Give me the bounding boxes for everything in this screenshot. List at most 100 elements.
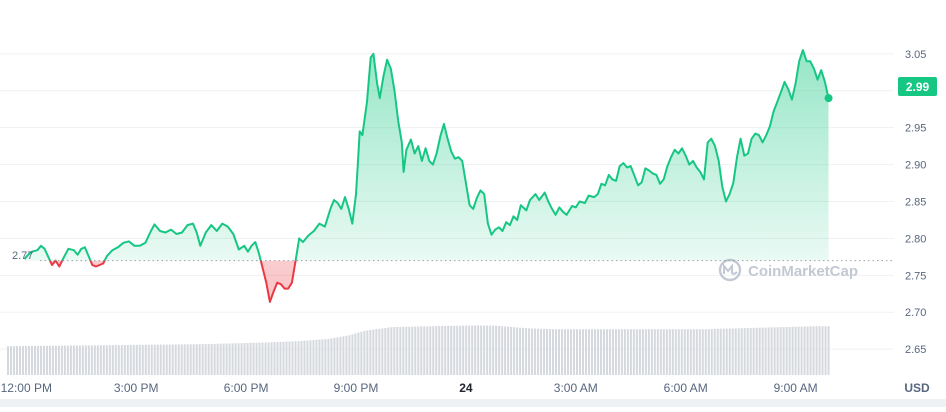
volume-bar <box>471 325 474 375</box>
volume-bar <box>441 326 444 375</box>
volume-bar <box>93 345 96 375</box>
volume-bar <box>357 332 360 375</box>
volume-bar <box>69 345 72 375</box>
volume-bar <box>279 341 282 375</box>
volume-bar <box>132 344 135 375</box>
volume-bar <box>764 327 767 375</box>
volume-bar <box>767 327 770 375</box>
volume-bar <box>803 326 806 375</box>
volume-bar <box>596 329 599 375</box>
volume-bar <box>378 328 381 375</box>
volume-bar <box>758 327 761 375</box>
volume-bar <box>18 346 21 375</box>
volume-bar <box>605 329 608 375</box>
volume-bar <box>309 340 312 375</box>
volume-bar <box>402 326 405 375</box>
volume-bar <box>791 326 794 375</box>
volume-bar <box>51 345 54 375</box>
volume-bar <box>207 344 210 375</box>
volume-bar <box>707 329 710 375</box>
volume-bar <box>318 339 321 375</box>
volume-bar <box>126 344 129 375</box>
volume-bar <box>525 328 528 375</box>
volume-bar <box>354 333 357 375</box>
volume-bar <box>228 343 231 375</box>
volume-bar <box>623 329 626 375</box>
x-tick-label: 3:00 PM <box>114 381 159 395</box>
volume-bar <box>60 345 63 375</box>
volume-bar <box>240 343 243 375</box>
volume-bar <box>567 329 570 375</box>
volume-bar <box>779 327 782 375</box>
volume-bar <box>204 344 207 375</box>
volume-bar <box>165 344 168 375</box>
volume-bar <box>99 345 102 375</box>
volume-bar <box>698 329 701 375</box>
volume-bar <box>24 346 27 375</box>
volume-bar <box>435 326 438 375</box>
volume-bar <box>737 328 740 375</box>
volume-bar <box>686 329 689 375</box>
volume-bar <box>773 327 776 375</box>
volume-bar <box>66 345 69 375</box>
volume-bar <box>105 345 108 375</box>
volume-bar <box>824 326 827 375</box>
volume-bar <box>90 345 93 375</box>
volume-bar <box>575 329 578 375</box>
volume-bar <box>570 329 573 375</box>
y-tick-label: 2.80 <box>905 233 926 245</box>
volume-bar <box>614 329 617 375</box>
volume-bar <box>450 325 453 375</box>
volume-bar <box>282 341 285 375</box>
volume-bar <box>650 329 653 375</box>
volume-bar <box>381 328 384 375</box>
volume-bar <box>177 344 180 375</box>
current-price-label: 2.99 <box>906 80 930 94</box>
volume-bar <box>267 342 270 375</box>
volume-bar <box>108 345 111 375</box>
volume-bar <box>555 329 558 375</box>
volume-bar <box>276 341 279 375</box>
volume-bar <box>360 331 363 375</box>
volume-bar <box>731 328 734 375</box>
y-tick-label: 2.75 <box>905 270 926 282</box>
volume-bar <box>312 340 315 375</box>
volume-bar <box>489 325 492 375</box>
volume-bar <box>252 342 255 375</box>
range-scrollbar[interactable] <box>0 399 946 407</box>
volume-bar <box>186 344 189 375</box>
volume-bar <box>797 326 800 375</box>
volume-bar <box>36 345 39 375</box>
volume-bar <box>785 327 788 375</box>
volume-bar <box>72 345 75 375</box>
volume-bar <box>453 325 456 375</box>
y-tick-label: 2.90 <box>905 160 926 172</box>
volume-bar <box>411 326 414 375</box>
volume-bar <box>713 328 716 375</box>
current-price-badge: 2.99 <box>824 77 937 103</box>
volume-bar <box>641 329 644 375</box>
volume-bar <box>572 329 575 375</box>
x-tick-label: 3:00 AM <box>554 381 598 395</box>
volume-bar <box>426 326 429 375</box>
volume-bar <box>324 339 327 375</box>
volume-bar <box>78 345 81 375</box>
volume-bar <box>632 329 635 375</box>
volume-bar <box>674 329 677 375</box>
volume-bar <box>45 345 48 375</box>
volume-bar <box>21 346 24 375</box>
volume-bar <box>339 336 342 375</box>
volume-bar <box>129 344 132 375</box>
volume-bar <box>710 329 713 375</box>
volume-bar <box>716 328 719 375</box>
volume-bar <box>306 340 309 375</box>
volume-bar <box>444 325 447 375</box>
x-tick-label: 6:00 PM <box>224 381 269 395</box>
volume-bar <box>552 329 555 375</box>
volume-bar <box>288 341 291 375</box>
volume-bar <box>390 327 393 375</box>
volume-bar <box>222 343 225 375</box>
volume-bar <box>683 329 686 375</box>
volume-bar <box>234 343 237 375</box>
